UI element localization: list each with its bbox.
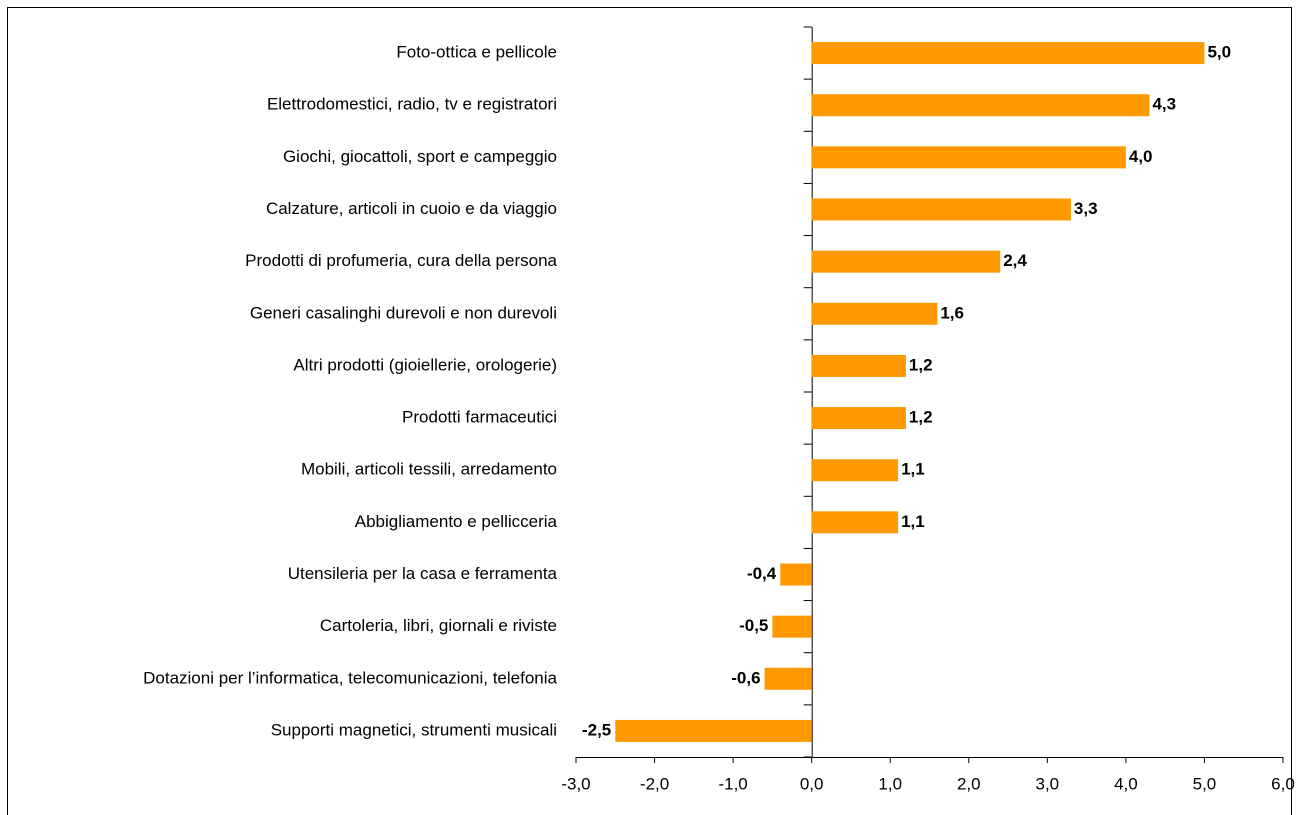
value-label: -2,5 <box>582 720 611 739</box>
bar <box>811 146 1126 169</box>
x-tick-label: 1,0 <box>878 774 902 793</box>
y-tick-label: Dotazioni per l’informatica, telecomunic… <box>143 668 557 687</box>
bar <box>780 563 812 586</box>
y-tick-label: Cartoleria, libri, giornali e riviste <box>320 616 557 635</box>
x-tick-label: 0,0 <box>800 774 824 793</box>
bar <box>811 302 938 325</box>
x-tick-label: 3,0 <box>1036 774 1060 793</box>
bar <box>764 667 812 690</box>
y-tick-label: Giochi, giocattoli, sport e campeggio <box>283 147 557 166</box>
value-label: 1,1 <box>901 512 925 531</box>
x-tick-label: -3,0 <box>561 774 590 793</box>
bar <box>811 250 1001 273</box>
bar <box>811 354 906 377</box>
value-label: 4,3 <box>1152 95 1176 114</box>
x-tick-label: 2,0 <box>957 774 981 793</box>
y-tick-label: Utensileria per la casa e ferramenta <box>288 564 558 583</box>
value-label: 1,2 <box>909 355 933 374</box>
x-tick-label: -2,0 <box>640 774 669 793</box>
frame <box>7 7 1292 815</box>
y-tick-label: Elettrodomestici, radio, tv e registrato… <box>267 95 557 114</box>
y-tick-label: Mobili, articoli tessili, arredamento <box>301 460 557 479</box>
y-tick-label: Prodotti di profumeria, cura della perso… <box>245 251 557 270</box>
bar <box>772 615 812 638</box>
bar <box>811 407 906 430</box>
bar <box>811 511 899 534</box>
value-label: 1,1 <box>901 460 925 479</box>
x-tick-label: 5,0 <box>1193 774 1217 793</box>
bar <box>811 459 899 482</box>
y-tick-label: Generi casalinghi durevoli e non durevol… <box>250 303 557 322</box>
value-label: 4,0 <box>1129 147 1153 166</box>
y-tick-label: Prodotti farmaceutici <box>402 408 557 427</box>
value-label: 5,0 <box>1207 43 1231 62</box>
value-label: 3,3 <box>1074 199 1098 218</box>
y-tick-label: Calzature, articoli in cuoio e da viaggi… <box>266 199 557 218</box>
value-label: -0,4 <box>747 564 777 583</box>
y-tick-label: Altri prodotti (gioiellerie, orologerie) <box>293 355 557 374</box>
x-tick-label: -1,0 <box>718 774 747 793</box>
bar <box>811 198 1071 221</box>
value-label: 2,4 <box>1003 251 1027 270</box>
value-label: 1,2 <box>909 408 933 427</box>
value-label: 1,6 <box>940 303 964 322</box>
value-label: -0,5 <box>739 616 768 635</box>
x-tick-label: 6,0 <box>1271 774 1295 793</box>
bar <box>811 94 1150 117</box>
value-label: -0,6 <box>731 668 760 687</box>
y-tick-label: Foto-ottica e pellicole <box>396 43 557 62</box>
bar <box>615 719 812 742</box>
x-tick-label: 4,0 <box>1114 774 1138 793</box>
y-tick-label: Abbigliamento e pellicceria <box>355 512 558 531</box>
bar <box>811 42 1205 65</box>
y-tick-label: Supporti magnetici, strumenti musicali <box>271 720 557 739</box>
